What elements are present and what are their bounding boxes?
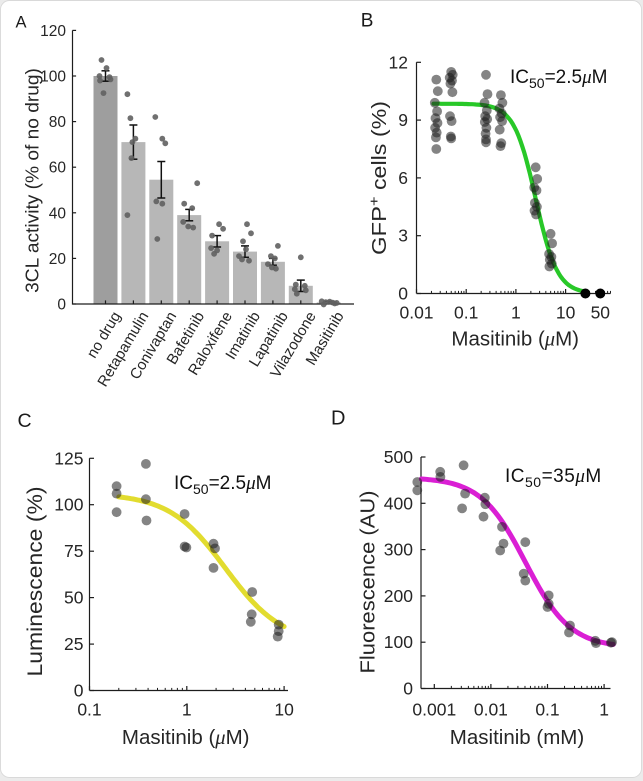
svg-text:1: 1	[599, 700, 609, 720]
svg-text:0: 0	[398, 284, 408, 304]
svg-text:D: D	[331, 408, 345, 430]
svg-text:60: 60	[49, 160, 67, 177]
svg-text:Masitinib (mM): Masitinib (mM)	[450, 726, 584, 749]
svg-text:10: 10	[274, 700, 294, 720]
svg-text:IC50=35μM: IC50=35μM	[505, 466, 602, 490]
svg-text:A: A	[16, 13, 27, 31]
svg-text:0.1: 0.1	[77, 700, 101, 720]
svg-text:300: 300	[384, 540, 413, 560]
svg-text:IC50=2.5μM: IC50=2.5μM	[510, 67, 607, 91]
svg-text:0.001: 0.001	[412, 700, 456, 720]
svg-text:1: 1	[511, 303, 521, 323]
svg-text:40: 40	[49, 205, 67, 222]
svg-text:200: 200	[384, 586, 413, 606]
svg-text:0.01: 0.01	[474, 700, 508, 720]
svg-text:6: 6	[398, 168, 408, 188]
svg-text:500: 500	[384, 447, 413, 467]
svg-text:Fluorescence (AU): Fluorescence (AU)	[357, 491, 380, 674]
svg-text:0: 0	[74, 681, 84, 701]
svg-text:400: 400	[384, 493, 413, 513]
svg-text:GFP+ cells (%): GFP+ cells (%)	[366, 101, 392, 255]
svg-text:B: B	[361, 11, 374, 32]
svg-text:50: 50	[64, 588, 84, 608]
svg-text:Luminescence (%): Luminescence (%)	[24, 487, 47, 677]
svg-text:Masitinib (μM): Masitinib (μM)	[122, 726, 250, 749]
svg-text:10: 10	[556, 303, 576, 323]
svg-text:80: 80	[49, 114, 67, 131]
svg-text:Masitinib (μM): Masitinib (μM)	[451, 328, 579, 351]
svg-text:0.1: 0.1	[535, 700, 559, 720]
svg-text:9: 9	[398, 110, 408, 130]
svg-text:1: 1	[182, 700, 192, 720]
svg-text:100: 100	[40, 69, 66, 86]
svg-text:3: 3	[398, 226, 408, 246]
svg-text:75: 75	[64, 541, 83, 561]
svg-text:0: 0	[57, 297, 66, 314]
svg-text:3CL activity (% of no drug): 3CL activity (% of no drug)	[23, 68, 43, 293]
svg-text:20: 20	[49, 251, 67, 268]
svg-text:0.01: 0.01	[399, 303, 433, 323]
svg-text:100: 100	[384, 632, 413, 652]
svg-text:100: 100	[54, 495, 83, 515]
svg-text:120: 120	[40, 23, 66, 40]
svg-text:12: 12	[389, 52, 408, 72]
svg-text:0: 0	[403, 679, 413, 699]
svg-text:125: 125	[54, 448, 83, 468]
svg-text:IC50=2.5μM: IC50=2.5μM	[174, 473, 271, 497]
svg-text:C: C	[18, 410, 32, 432]
svg-text:50: 50	[591, 303, 611, 323]
svg-text:25: 25	[64, 634, 83, 654]
svg-text:0.1: 0.1	[454, 303, 478, 323]
